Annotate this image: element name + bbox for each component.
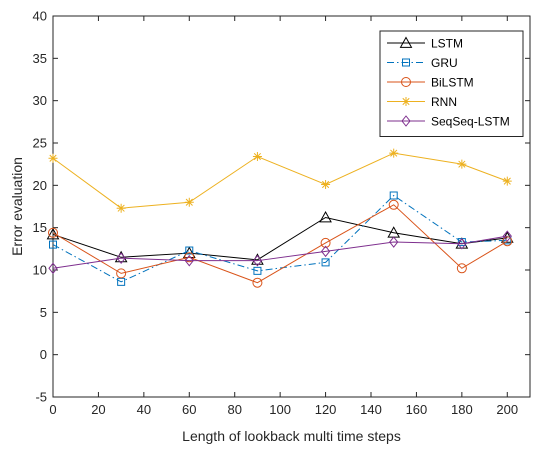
- data-point: [320, 237, 331, 248]
- data-point: [48, 262, 58, 275]
- data-point: [319, 210, 332, 223]
- data-point: [252, 152, 262, 162]
- data-point: [184, 252, 195, 263]
- y-tick-label: 0: [40, 347, 47, 362]
- x-tick-label: 20: [91, 402, 105, 417]
- y-axis-title: Error evaluation: [9, 157, 25, 256]
- y-tick-label: 5: [40, 305, 47, 320]
- legend-marker: [401, 77, 411, 87]
- legend-marker: [399, 36, 413, 48]
- series-line: [52, 235, 508, 269]
- data-point: [252, 254, 263, 267]
- legend-item: LSTM: [387, 36, 463, 51]
- y-tick-label: -5: [35, 390, 47, 405]
- data-point: [389, 236, 399, 248]
- legend-label: LSTM: [431, 37, 463, 51]
- data-point: [185, 246, 194, 255]
- data-point: [184, 197, 194, 207]
- data-point: [48, 153, 58, 163]
- x-tick-label: 140: [360, 402, 382, 417]
- data-point: [184, 254, 194, 267]
- series-line: [52, 216, 508, 261]
- data-point: [457, 237, 467, 250]
- series-3: [48, 148, 512, 213]
- data-point: [389, 148, 399, 158]
- data-point: [48, 227, 58, 238]
- y-tick-label: 25: [33, 136, 47, 151]
- data-point: [116, 268, 127, 279]
- data-point: [388, 199, 399, 210]
- legend: LSTM GRU BiLSTM RNN SeqSeq-LSTM: [379, 30, 524, 137]
- y-tick-label: 30: [33, 93, 47, 108]
- legend-item: RNN: [387, 95, 457, 109]
- y-tick-label: 15: [33, 220, 47, 235]
- data-point: [49, 240, 57, 249]
- series-line: [52, 152, 508, 209]
- data-point: [252, 277, 263, 288]
- data-point: [253, 266, 262, 275]
- data-point: [502, 176, 512, 186]
- x-tick-label: 100: [269, 402, 291, 417]
- data-point: [456, 263, 467, 274]
- data-point: [321, 179, 331, 189]
- x-tick-label: 40: [137, 402, 151, 417]
- x-axis-title: Length of lookback multi time steps: [182, 428, 401, 444]
- legend-marker: [401, 115, 411, 127]
- ticks-layer: 0 20 40 60 80 100 120 140 160 180 200-505101520253…: [33, 9, 530, 417]
- data-point: [502, 236, 513, 247]
- series-line: [52, 204, 508, 284]
- data-point: [116, 252, 126, 264]
- data-point: [116, 203, 126, 213]
- x-tick-label: 80: [227, 402, 241, 417]
- x-tick-label: 0: [49, 402, 56, 417]
- legend-label: BiLSTM: [431, 76, 474, 90]
- data-point: [389, 191, 398, 200]
- series-2: [48, 199, 513, 288]
- legend-item: SeqSeq-LSTM: [387, 115, 510, 129]
- data-point: [502, 230, 512, 242]
- legend-item: GRU: [387, 56, 458, 70]
- legend-item: BiLSTM: [387, 76, 474, 90]
- data-point: [321, 258, 330, 267]
- y-tick-label: 20: [33, 178, 47, 193]
- x-tick-label: 200: [496, 402, 518, 417]
- x-tick-label: 160: [406, 402, 428, 417]
- y-tick-label: 10: [33, 263, 47, 278]
- x-tick-label: 60: [182, 402, 196, 417]
- series-4: [48, 230, 512, 275]
- x-tick-label: 180: [451, 402, 473, 417]
- legend-marker: [402, 58, 410, 67]
- y-tick-label: 35: [33, 51, 47, 66]
- legend-marker: [401, 97, 411, 106]
- legend-label: GRU: [431, 56, 458, 70]
- legend-label: SeqSeq-LSTM: [431, 115, 510, 129]
- y-tick-label: 40: [33, 9, 47, 24]
- series-line: [52, 194, 508, 283]
- legend-label: RNN: [431, 95, 457, 109]
- x-tick-label: 120: [315, 402, 337, 417]
- data-point: [457, 159, 467, 169]
- data-point: [320, 245, 331, 258]
- series-layer: [46, 148, 514, 288]
